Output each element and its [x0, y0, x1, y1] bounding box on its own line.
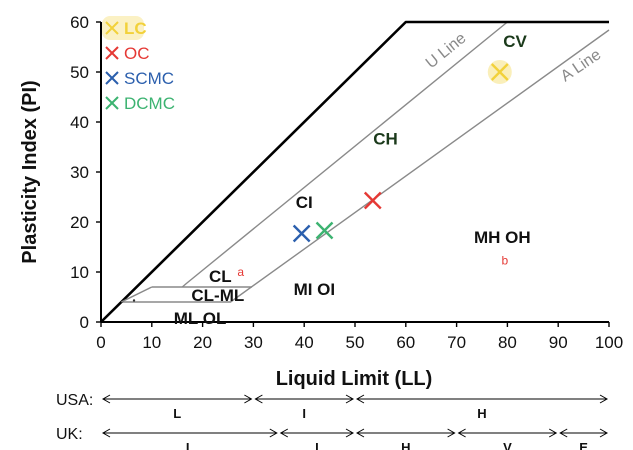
- x-tick-label: 90: [549, 333, 568, 352]
- segment-arrow-right: [345, 394, 355, 404]
- axes-layer: 0 10 20 30 40 50 60 70 80 90 100 0 10 20 30 40 50 60: [70, 13, 623, 352]
- legend-highlight: [102, 16, 144, 40]
- marker-stroke: [490, 63, 509, 81]
- classification-row-label: USA:: [56, 392, 93, 409]
- legend-label-oc: OC: [124, 44, 150, 63]
- y-tick-label: 50: [70, 63, 89, 82]
- segment-arrow-right: [447, 428, 456, 438]
- y-tick-label: 60: [70, 13, 89, 32]
- boundary-line-2: [100, 20, 609, 323]
- classification-row-label: UK:: [56, 426, 83, 443]
- x-tick-label: 10: [142, 333, 161, 352]
- segment-arrow-left: [101, 428, 111, 438]
- marker-stroke: [292, 224, 311, 243]
- x-tick-label: 80: [498, 333, 517, 352]
- legend-marker-lc: [105, 21, 119, 35]
- x-tick-label: 50: [346, 333, 365, 352]
- zone-label-cl: CL: [209, 267, 232, 286]
- segment-arrow-right: [269, 428, 278, 438]
- boundary-line-4: [121, 286, 153, 303]
- zone-label-cl-ml: CL-ML: [191, 286, 244, 305]
- marker-stroke: [315, 221, 334, 240]
- classification-segment-label: H: [477, 406, 486, 421]
- classification-segment-label: V: [503, 440, 512, 450]
- x-tick-label: 70: [447, 333, 466, 352]
- classification-segment: H: [355, 394, 609, 421]
- zone-label-ch: CH: [373, 130, 398, 149]
- marker-stroke: [363, 191, 382, 210]
- data-point-dcmc: [315, 221, 334, 240]
- legend-marker-dcmc: [105, 96, 119, 110]
- classification-segment-label: L: [186, 440, 194, 450]
- markers-layer: [292, 60, 512, 243]
- y-tick-label: 0: [80, 313, 89, 332]
- data-point-lc: [490, 63, 509, 81]
- zone-label-mh-oh: MH OH: [474, 228, 531, 247]
- legend-label-scmc: SCMC: [124, 69, 174, 88]
- x-tick-label: 0: [96, 333, 105, 352]
- segment-arrow-left: [279, 428, 289, 438]
- segment-arrow-right: [599, 394, 609, 404]
- segment-arrow-left: [355, 428, 365, 438]
- x-tick-label: 100: [595, 333, 623, 352]
- a-line-label: A Line: [558, 46, 604, 85]
- footnote-mark: b: [502, 254, 509, 268]
- footnote-mark: a: [237, 265, 244, 279]
- x-tick-label: 60: [396, 333, 415, 352]
- reference-lines-layer: [100, 20, 610, 323]
- y-axis-title: Plasticity Index (PI): [19, 80, 41, 263]
- u-line: [181, 21, 508, 288]
- zone-label-mi-oi: MI OI: [294, 280, 336, 299]
- classification-segment: L: [101, 394, 253, 421]
- x-tick-label: 20: [193, 333, 212, 352]
- classification-segment: L: [101, 428, 278, 450]
- segment-arrow-left: [101, 394, 111, 404]
- y-tick-label: 30: [70, 163, 89, 182]
- legend-marker-stroke: [105, 46, 119, 60]
- legend-marker-stroke: [105, 96, 119, 110]
- segment-arrow-right: [548, 428, 558, 438]
- segment-arrow-left: [355, 394, 365, 404]
- legend-marker-stroke: [105, 71, 119, 85]
- classification-rows: USA: L I H UK: L I H V E: [56, 392, 609, 450]
- y-tick-label: 40: [70, 113, 89, 132]
- data-point-oc: [363, 191, 382, 210]
- legend-marker-stroke: [105, 21, 119, 35]
- classification-segment: V: [457, 428, 558, 450]
- zone-label-cv: CV: [503, 32, 527, 51]
- legend-label-lc: LC: [124, 19, 147, 38]
- legend-marker-oc: [105, 46, 119, 60]
- segment-arrow-right: [599, 428, 609, 438]
- y-tick-label: 10: [70, 263, 89, 282]
- x-tick-label: 40: [295, 333, 314, 352]
- classification-segment: I: [254, 394, 355, 421]
- classification-segment-label: I: [302, 406, 306, 421]
- legend-label-dcmc: DCMC: [124, 94, 175, 113]
- segment-arrow-right: [244, 394, 253, 404]
- x-axis-title: Liquid Limit (LL): [276, 368, 433, 390]
- classification-segment: E: [559, 428, 609, 450]
- segment-arrow-right: [345, 428, 355, 438]
- segment-arrow-left: [559, 428, 568, 438]
- classification-segment-label: L: [173, 406, 181, 421]
- u-line-label: U Line: [423, 30, 470, 72]
- classification-segment-label: E: [579, 440, 588, 450]
- boundary-dot: [132, 299, 136, 302]
- classification-segment: I: [279, 428, 355, 450]
- zone-label-ci: CI: [296, 193, 313, 212]
- x-tick-label: 30: [244, 333, 263, 352]
- classification-segment: H: [355, 428, 456, 450]
- segment-arrow-left: [457, 428, 466, 438]
- legend-marker-scmc: [105, 71, 119, 85]
- data-point-scmc: [292, 224, 311, 243]
- segment-arrow-left: [254, 394, 263, 404]
- legend: LC OC SCMC DCMC: [102, 16, 175, 113]
- y-tick-label: 20: [70, 213, 89, 232]
- a-line: [121, 29, 610, 303]
- classification-segment-label: H: [401, 440, 410, 450]
- classification-segment-label: I: [315, 440, 319, 450]
- zone-label-ml-ol: ML OL: [174, 309, 227, 328]
